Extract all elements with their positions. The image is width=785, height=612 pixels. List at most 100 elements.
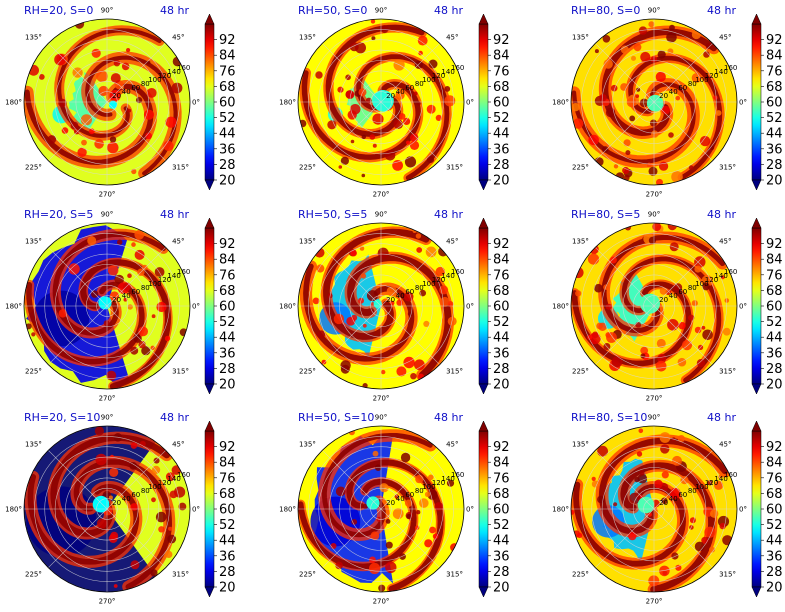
angular-tick-label: 0°	[192, 303, 200, 311]
colorbar-extend-max	[751, 13, 762, 25]
colorbar-extend-max	[204, 13, 215, 25]
radial-tick-label: 120	[432, 72, 445, 80]
panel-title: RH=20, S=5	[24, 208, 93, 221]
convective-cell	[47, 135, 57, 144]
convective-cell	[406, 140, 410, 145]
convective-cell	[691, 300, 698, 307]
rainband-core	[57, 28, 162, 138]
convective-cell	[107, 265, 119, 276]
radial-tick-label: 100	[148, 280, 161, 288]
convective-cell	[655, 360, 667, 372]
convective-cell	[440, 296, 450, 307]
convective-cell	[136, 97, 143, 104]
angular-tick-label: 270°	[373, 395, 390, 403]
convective-cell	[678, 322, 686, 330]
convective-cell	[169, 490, 178, 499]
rainband-core	[298, 478, 417, 570]
radial-tick-label: 160	[177, 471, 190, 479]
grid-spoke	[322, 450, 382, 510]
polar-frame	[23, 425, 191, 593]
convective-cell	[594, 157, 604, 167]
colorbar-tick-label: 92	[219, 440, 236, 455]
grid-spoke	[322, 43, 382, 103]
convective-cell	[444, 86, 451, 92]
convective-cell	[369, 134, 376, 140]
convective-cell	[620, 83, 628, 91]
colorbar-tick-label: 28	[493, 565, 510, 580]
convective-cell	[168, 526, 173, 531]
convective-cell	[602, 35, 611, 43]
colorbar-tick-label: 84	[766, 49, 783, 64]
eye	[108, 100, 118, 110]
convective-cell	[722, 327, 731, 336]
colorbar-tick-label: 44	[219, 534, 236, 549]
grid-spoke	[322, 508, 382, 568]
colorbar-tick-label: 20	[493, 174, 510, 189]
colorbar-tick-label: 20	[493, 581, 510, 596]
convective-cell	[652, 223, 662, 232]
convective-cell	[701, 536, 709, 544]
radial-tick-label: 20	[386, 499, 395, 507]
colorbar-tick-label: 28	[493, 362, 510, 377]
colorbar-tick-label: 92	[766, 237, 783, 252]
angular-tick-label: 0°	[466, 303, 474, 311]
colorbar-tick-label: 44	[493, 534, 510, 549]
polar-frame	[570, 222, 738, 390]
convective-cell	[659, 565, 670, 577]
panel-title: RH=20, S=0	[24, 4, 93, 17]
convective-cell	[362, 323, 367, 328]
colorbar-tick-label: 92	[766, 33, 783, 48]
convective-cell	[70, 121, 79, 130]
angular-tick-label: 0°	[739, 99, 747, 107]
convective-cell	[127, 273, 132, 279]
convective-cell	[404, 156, 417, 168]
panel: 20 40 60 801001201401600°45°90°135°180°225°…	[552, 4, 782, 199]
convective-cell	[705, 42, 712, 50]
colorbar-tick-label: 60	[493, 300, 510, 315]
convective-cell	[418, 50, 423, 56]
convective-cell	[54, 53, 66, 66]
angular-tick-label: 315°	[446, 571, 463, 579]
convective-cell	[109, 467, 119, 477]
convective-cell	[106, 370, 117, 381]
angular-tick-label: 315°	[719, 571, 736, 579]
convective-cell	[394, 494, 400, 499]
convective-cell	[426, 155, 435, 164]
convective-cell	[385, 541, 393, 549]
convective-cell	[321, 359, 327, 365]
convective-cell	[613, 502, 618, 507]
convective-cell	[635, 94, 640, 98]
convective-cell	[673, 283, 683, 292]
panel: 20 40 60 801001201401600°45°90°135°180°225°…	[5, 411, 236, 606]
radial-tick-label: 80	[415, 487, 424, 495]
convective-cell	[702, 282, 710, 291]
convective-cell	[675, 564, 682, 571]
convective-cell	[139, 440, 146, 447]
convective-cell	[68, 263, 80, 275]
convective-cell	[681, 340, 693, 351]
convective-cell	[572, 118, 584, 129]
convective-cell	[28, 64, 39, 76]
colorbar-extend-min	[204, 179, 215, 191]
grid-spoke	[322, 247, 382, 307]
convective-cell	[156, 301, 167, 313]
convective-cell	[668, 132, 674, 138]
convective-cell	[605, 303, 612, 310]
polar-frame	[297, 18, 465, 186]
convective-cell	[410, 133, 419, 142]
convective-cell	[694, 265, 702, 273]
convective-cell	[399, 553, 406, 560]
colorbar-tick-label: 52	[766, 518, 783, 533]
colorbar-tick-label: 44	[219, 127, 236, 142]
grid-spoke	[106, 101, 166, 161]
colorbar-extend-min	[204, 383, 215, 395]
colorbar-tick-label: 60	[493, 503, 510, 518]
colorbar-tick-label: 92	[493, 440, 510, 455]
convective-cell	[392, 160, 403, 171]
convective-cell	[576, 532, 583, 539]
convective-cell	[655, 71, 666, 82]
convective-cell	[80, 114, 92, 126]
grid-spoke	[595, 101, 655, 161]
convective-cell	[164, 335, 171, 342]
